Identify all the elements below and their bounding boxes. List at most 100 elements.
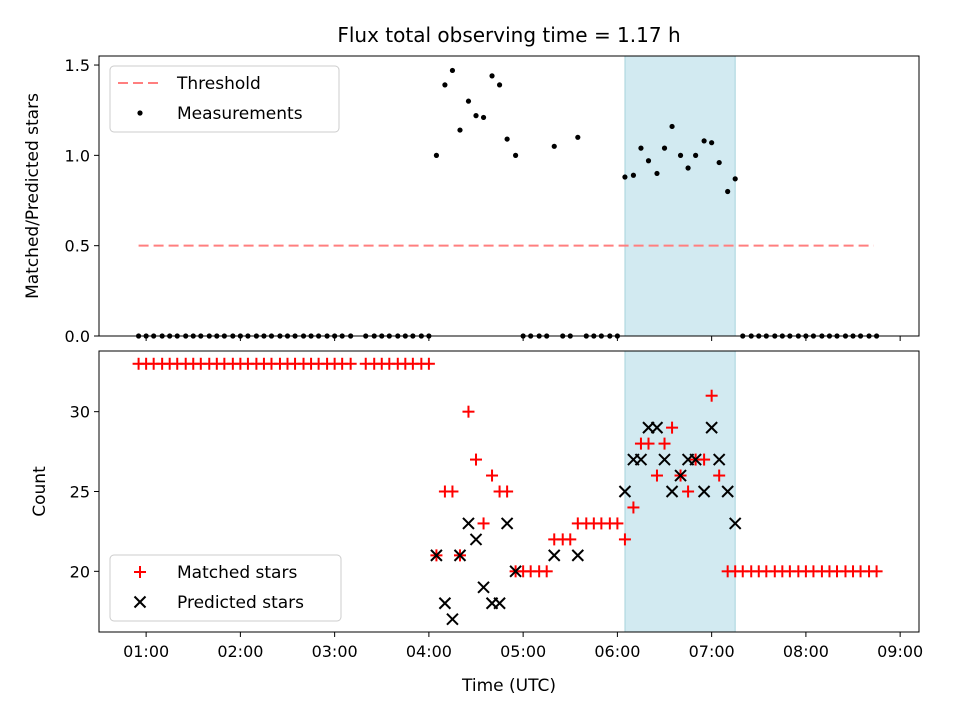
bottom-axes-frame [98,350,920,633]
predicted-star-point [469,533,483,546]
predicted-star-point [446,613,459,626]
top-legend: Threshold Measurements [109,65,340,133]
cross-stroke-b [634,453,648,466]
measurement-point [677,152,684,158]
cross-stroke-b [697,485,711,498]
bottom-y-ticks: 20 25 30 [70,403,99,581]
matched-star-point [486,469,499,482]
legend-entry-label: Predicted stars [177,593,304,613]
predicted-star-point [650,421,664,434]
predicted-star-point [674,469,687,482]
cross-stroke-b [705,421,718,434]
matched-star-point [666,421,679,434]
measurement-point [669,123,675,130]
cross-stroke-b [721,485,734,498]
matched-star-point [627,501,640,514]
legend-measurement-swatch [137,110,143,116]
measurement-point [442,82,448,88]
measurement-point [685,165,691,171]
cross-stroke-b [618,485,632,498]
predicted-star-point [548,549,561,562]
measurement-point [496,82,503,88]
predicted-star-point [658,453,671,466]
matched-star-point [564,533,577,546]
legend-entry-label: Measurements [177,104,303,124]
matched-star-point [344,357,357,370]
measurement-point [473,113,479,119]
cross-stroke-b [712,453,726,466]
x-tick-label: 06:00 [594,642,640,661]
measurement-point [551,143,557,149]
matched-star-point [713,469,726,482]
x-tick-label: 01:00 [123,642,169,661]
predicted-star-point [665,485,679,498]
legend-matched-swatch [134,566,146,578]
measurement-point [725,188,731,195]
x-tick-label: 04:00 [406,642,452,661]
matched-star-point [698,453,711,466]
predicted-star-point [462,517,475,530]
bottom-y-axis-label: Count [30,466,50,517]
predicted-star-point [634,453,648,466]
measurement-point [489,73,495,79]
measurement-point [732,176,738,182]
top-highlight-span [624,55,736,337]
top-panel: 0.0 0.5 1.0 1.5 Matched/Predicted stars Thr… [23,55,920,346]
cross-stroke-b [665,485,679,498]
bottom-legend: Matched stars Predicted stars [109,554,342,622]
legend-box [109,554,342,622]
cross-stroke-b [477,581,490,594]
y-tick-label: 0.5 [65,237,90,256]
top-y-ticks: 0.0 0.5 1.0 1.5 [65,56,99,346]
predicted-star-point [689,453,702,466]
predicted-star-point [697,485,711,498]
y-tick-label: 0.0 [65,327,90,346]
matched-star-point [477,517,490,530]
cross-stroke-b [674,469,687,482]
measurement-point [512,152,519,158]
matched-star-point [611,517,624,530]
matched-star-point [650,469,663,482]
measurement-point [709,140,715,146]
cross-stroke-b [500,517,514,530]
measurement-point [575,134,581,140]
predicted-star-point [430,549,443,562]
predicted-star-point [453,549,467,562]
matched-star-point [642,437,655,450]
predicted-star-point [712,453,726,466]
top-y-axis-label: Matched/Predicted stars [23,93,43,299]
y-tick-label: 1.0 [65,146,90,165]
measurement-point [716,159,722,166]
x-axis-label: Time (UTC) [461,676,556,696]
measurement-point [645,158,652,164]
legend-predicted-swatch [133,595,147,609]
predicted-star-point [477,581,490,594]
bottom-x-ticks: 01:00 02:00 03:00 04:00 05:00 06:00 07:00 08:00… [123,632,923,661]
cross-stroke-b [133,595,147,609]
cross-stroke-b [650,421,664,434]
cross-stroke-b [493,597,506,610]
cross-stroke-b [438,597,452,610]
measurement-points [135,67,880,339]
measurement-point [433,152,440,158]
matched-star-point [870,565,883,578]
predicted-star-point [618,485,632,498]
predicted-stars-points [430,421,742,626]
measurement-point [465,98,472,104]
matched-star-point [446,485,459,498]
cross-stroke-b [453,549,467,562]
matched-star-point [422,357,435,370]
cross-stroke-b [689,453,702,466]
predicted-star-point [493,597,506,610]
x-tick-label: 02:00 [217,642,263,661]
x-tick-label: 07:00 [689,642,735,661]
cross-stroke-b [548,549,561,562]
x-tick-label: 03:00 [312,642,358,661]
measurement-point [480,114,487,121]
top-axes-frame [98,55,920,337]
highlight-span-rect [624,55,736,337]
measurement-point [661,145,668,151]
highlight-span-rect [624,350,736,633]
bottom-panel: 20 25 30 01:00 02:00 03:00 04:00 05:00 06:00 07:… [30,350,923,696]
